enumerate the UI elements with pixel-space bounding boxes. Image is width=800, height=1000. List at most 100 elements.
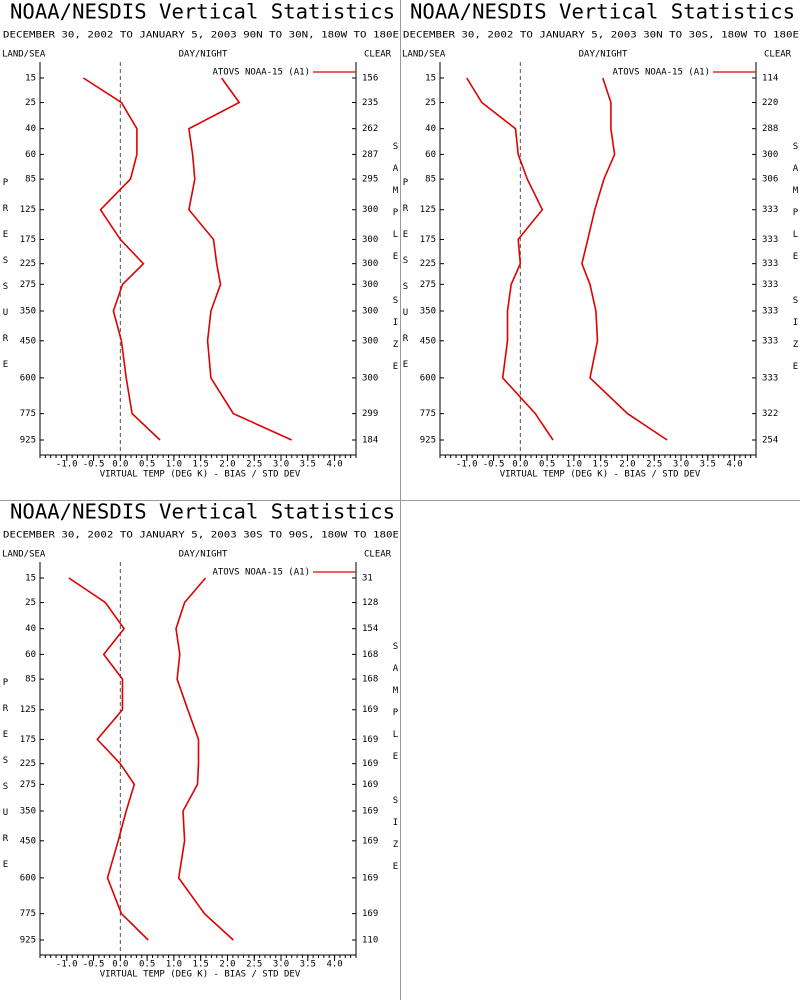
y-tick-label: 40 <box>425 124 436 134</box>
y-tick-label: 25 <box>25 98 36 108</box>
header: DAY/NIGHT <box>579 50 628 60</box>
panel-title: NOAA/NESDIS Vertical Statistics <box>10 0 395 24</box>
x-tick-label: 0.0 <box>112 960 128 970</box>
sample-size-label: 333 <box>762 280 778 290</box>
y-tick-label: 125 <box>20 705 36 715</box>
sample-size-label: 110 <box>362 936 378 946</box>
panel-subtitle: DECEMBER 30, 2002 TO JANUARY 5, 2003 30S… <box>3 531 399 541</box>
header: DAY/NIGHT <box>179 550 228 560</box>
panel-subtitle: DECEMBER 30, 2002 TO JANUARY 5, 2003 90N… <box>3 31 399 41</box>
x-tick-label: 3.0 <box>273 960 289 970</box>
sample-size-label: 299 <box>362 409 378 419</box>
y-tick-label: 600 <box>20 873 36 883</box>
x-tick-label: -1.0 <box>456 460 478 470</box>
sample-size-label: 300 <box>362 205 378 215</box>
std-dev-line <box>175 577 234 941</box>
sample-size-label: 300 <box>362 235 378 245</box>
sample-size-label: 169 <box>362 759 378 769</box>
header: DAY/NIGHT <box>179 50 228 60</box>
panel-title: NOAA/NESDIS Vertical Statistics <box>10 500 395 524</box>
y-axis-label: PRESSURE <box>1 178 11 386</box>
sample-size-label: 169 <box>362 780 378 790</box>
bias-line <box>68 577 149 941</box>
std-dev-line <box>188 77 293 441</box>
x-tick-label: 4.0 <box>726 460 742 470</box>
x-tick-label: 0.5 <box>139 460 155 470</box>
y-tick-label: 450 <box>420 336 436 346</box>
y-axis-label: PRESSURE <box>401 178 411 386</box>
y-tick-label: 15 <box>25 74 36 84</box>
sample-size-label: 169 <box>362 836 378 846</box>
sample-size-label: 169 <box>362 705 378 715</box>
y2-axis-label: SAMPLE SIZE <box>791 142 800 384</box>
y-tick-label: 225 <box>20 759 36 769</box>
y-tick-label: 60 <box>25 150 36 160</box>
header: CLEAR <box>364 550 392 560</box>
y-tick-label: 925 <box>420 436 436 446</box>
chart-panel: NOAA/NESDIS Vertical Statistics DECEMBER … <box>1 500 401 980</box>
x-tick-label: 2.5 <box>646 460 662 470</box>
y-tick-label: 925 <box>20 436 36 446</box>
x-tick-label: -0.5 <box>483 460 505 470</box>
header: CLEAR <box>764 50 792 60</box>
sample-size-label: 220 <box>762 98 778 108</box>
x-tick-label: 2.5 <box>246 460 262 470</box>
sample-size-label: 169 <box>362 735 378 745</box>
x-tick-label: 4.0 <box>326 460 342 470</box>
y-tick-label: 275 <box>420 280 436 290</box>
y-tick-label: 85 <box>25 675 36 685</box>
sample-size-label: 300 <box>362 280 378 290</box>
sample-size-label: 306 <box>762 175 778 185</box>
x-tick-label: 1.0 <box>166 460 182 470</box>
y-tick-label: 450 <box>20 336 36 346</box>
x-tick-label: 0.5 <box>539 460 555 470</box>
sample-size-label: 114 <box>762 74 778 84</box>
y-tick-label: 600 <box>420 373 436 383</box>
sample-size-label: 300 <box>362 373 378 383</box>
sample-size-label: 300 <box>362 336 378 346</box>
legend-label: ATOVS NOAA-15 (A1) <box>212 568 310 578</box>
x-tick-label: 2.0 <box>219 460 235 470</box>
sample-size-label: 169 <box>362 806 378 816</box>
y-tick-label: 125 <box>420 205 436 215</box>
y-tick-label: 775 <box>20 409 36 419</box>
sample-size-label: 288 <box>762 124 778 134</box>
sample-size-label: 333 <box>762 259 778 269</box>
x-tick-label: -1.0 <box>56 460 78 470</box>
panel-title: NOAA/NESDIS Vertical Statistics <box>410 0 795 24</box>
x-axis-label: VIRTUAL TEMP (DEG K) - BIAS / STD DEV <box>100 470 301 480</box>
x-axis-label: VIRTUAL TEMP (DEG K) - BIAS / STD DEV <box>500 470 701 480</box>
y2-axis-label: SAMPLE SIZE <box>391 642 401 884</box>
sample-size-label: 300 <box>362 306 378 316</box>
y-tick-label: 125 <box>20 205 36 215</box>
sample-size-label: 295 <box>362 175 378 185</box>
x-tick-label: 3.5 <box>700 460 716 470</box>
x-tick-label: 3.5 <box>300 960 316 970</box>
sample-size-label: 169 <box>362 873 378 883</box>
x-tick-label: 0.5 <box>139 960 155 970</box>
sample-size-label: 300 <box>362 259 378 269</box>
y-tick-label: 225 <box>20 259 36 269</box>
x-tick-label: 1.5 <box>193 960 209 970</box>
chart-panel: NOAA/NESDIS Vertical Statistics DECEMBER … <box>401 0 800 480</box>
y-tick-label: 925 <box>20 936 36 946</box>
x-tick-label: 2.0 <box>619 460 635 470</box>
sample-size-label: 31 <box>362 574 373 584</box>
x-axis-label: VIRTUAL TEMP (DEG K) - BIAS / STD DEV <box>100 970 301 980</box>
sample-size-label: 168 <box>362 650 378 660</box>
x-tick-label: 2.5 <box>246 960 262 970</box>
sample-size-label: 154 <box>362 624 378 634</box>
sample-size-label: 169 <box>362 909 378 919</box>
y-tick-label: 25 <box>25 598 36 608</box>
x-tick-label: 3.5 <box>300 460 316 470</box>
y-tick-label: 60 <box>25 650 36 660</box>
x-tick-label: -0.5 <box>83 960 105 970</box>
sample-size-label: 333 <box>762 235 778 245</box>
x-tick-label: 2.0 <box>219 960 235 970</box>
y2-axis-label: SAMPLE SIZE <box>391 142 401 384</box>
y-tick-label: 60 <box>425 150 436 160</box>
y-tick-label: 350 <box>20 306 36 316</box>
x-tick-label: 1.0 <box>566 460 582 470</box>
x-tick-label: 1.5 <box>193 460 209 470</box>
panel-subtitle: DECEMBER 30, 2002 TO JANUARY 5, 2003 30N… <box>403 31 799 41</box>
